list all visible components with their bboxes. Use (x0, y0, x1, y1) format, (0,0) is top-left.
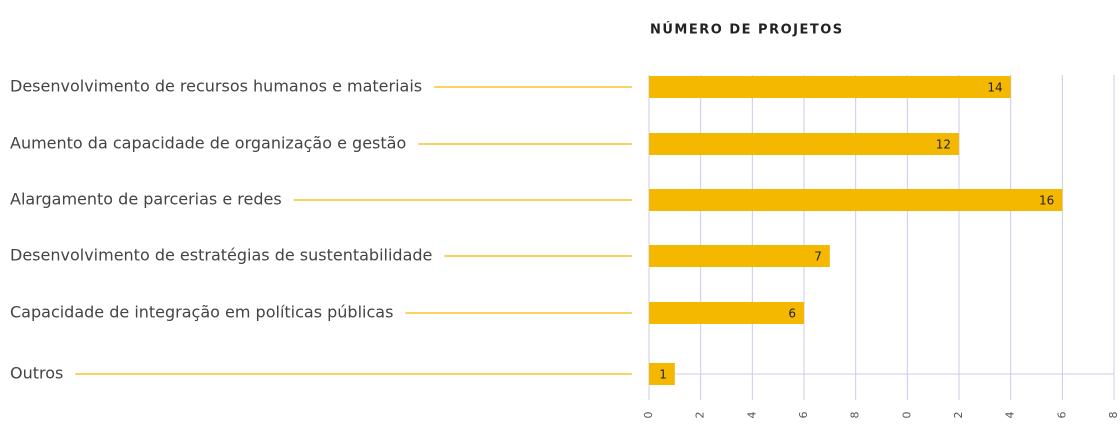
bar (649, 133, 959, 155)
category-label: Aumento da capacidade de organização e g… (10, 134, 406, 153)
category-label: Outros (10, 364, 63, 383)
value-label: 12 (936, 138, 951, 152)
x-tick-label: 8 (849, 412, 862, 419)
value-label: 14 (987, 81, 1002, 95)
value-label: 7 (814, 250, 822, 264)
value-label: 1 (659, 368, 667, 382)
value-label: 6 (788, 307, 796, 321)
category-label: Desenvolvimento de recursos humanos e ma… (10, 77, 422, 96)
x-tick-label: 6 (797, 412, 810, 419)
chart-title: NÚMERO DE PROJETOS (650, 22, 844, 38)
x-tick-label: 2 (952, 412, 965, 419)
x-tick-label: 0 (642, 412, 655, 419)
category-label: Capacidade de integração em políticas pú… (10, 303, 393, 322)
bar (649, 363, 675, 385)
x-tick-label: 0 (900, 412, 913, 419)
category-label: Desenvolvimento de estratégias de susten… (10, 246, 432, 265)
x-tick-label: 6 (1055, 412, 1068, 419)
x-tick-label: 4 (1004, 412, 1017, 419)
x-tick-label: 8 (1107, 412, 1120, 419)
x-tick-label: 4 (745, 412, 758, 419)
category-label: Alargamento de parcerias e redes (10, 190, 282, 209)
value-label: 16 (1039, 194, 1054, 208)
bar (649, 245, 830, 267)
bar (649, 302, 804, 324)
bar (649, 189, 1063, 211)
x-tick-label: 2 (694, 412, 707, 419)
bar (649, 76, 1011, 98)
